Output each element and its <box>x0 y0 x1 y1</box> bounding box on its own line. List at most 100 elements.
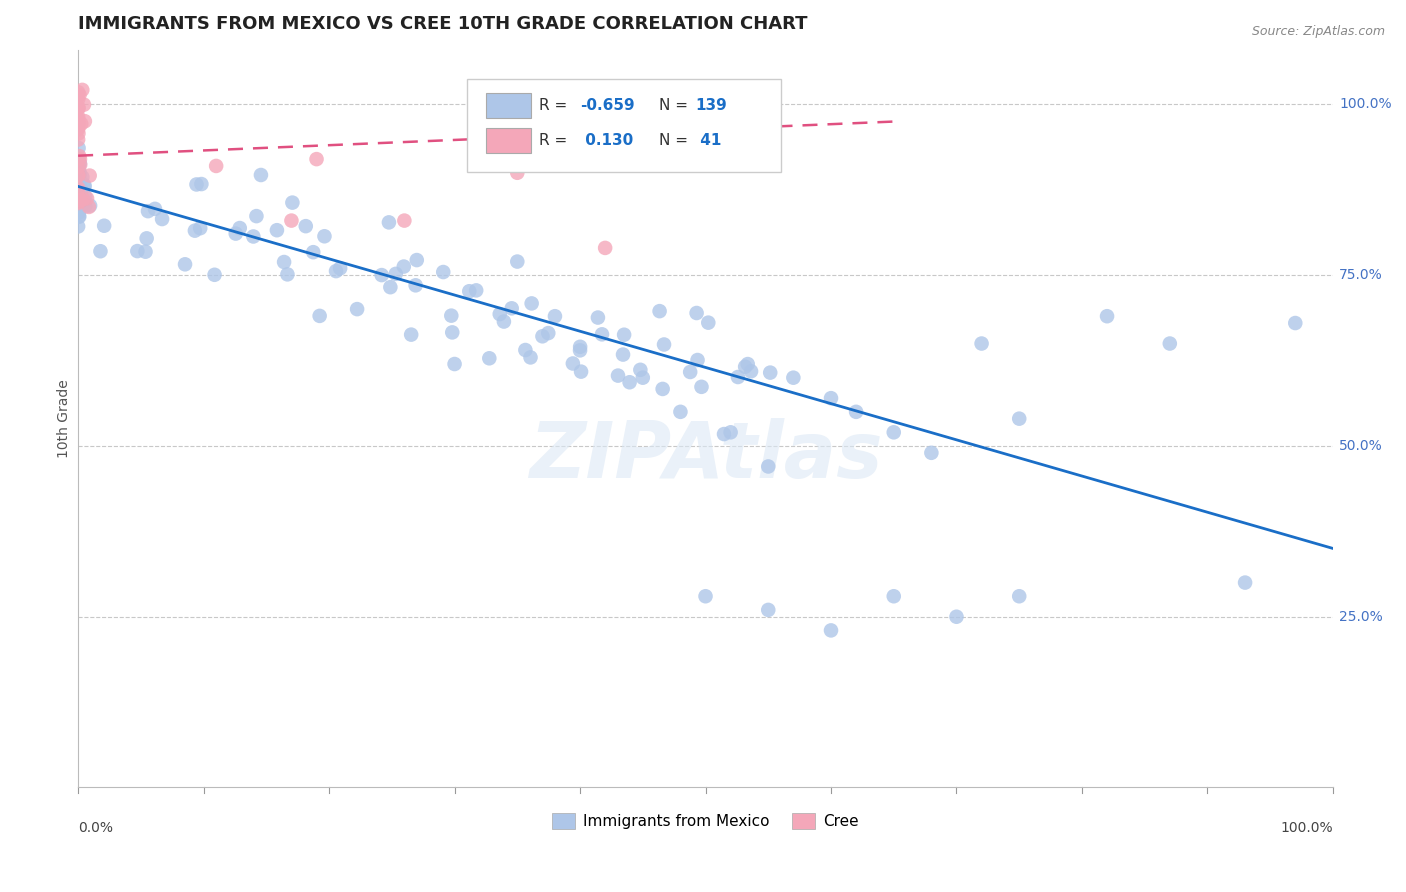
Point <box>67 169 90 184</box>
Point <box>67 171 90 186</box>
Point <box>276 268 298 282</box>
Point <box>405 278 427 293</box>
Point <box>820 391 842 405</box>
Y-axis label: 10th Grade: 10th Grade <box>58 379 72 458</box>
Point <box>266 223 288 237</box>
Text: N =: N = <box>659 97 693 112</box>
Point <box>544 309 567 323</box>
Point <box>67 110 90 124</box>
Text: 139: 139 <box>696 97 727 112</box>
Point <box>67 169 90 183</box>
Point <box>67 149 90 163</box>
Point <box>697 316 720 330</box>
Point <box>75 190 97 204</box>
Point <box>67 167 90 181</box>
Point <box>67 210 90 224</box>
Point <box>782 370 804 384</box>
Point <box>651 382 673 396</box>
Point <box>690 380 713 394</box>
Point <box>465 284 488 298</box>
Point <box>607 368 630 383</box>
Point <box>519 351 541 365</box>
Point <box>67 116 90 130</box>
Point <box>76 191 98 205</box>
Point <box>883 589 905 603</box>
Text: 0.0%: 0.0% <box>79 821 112 835</box>
Point <box>69 199 91 213</box>
Point <box>67 101 90 115</box>
Text: Source: ZipAtlas.com: Source: ZipAtlas.com <box>1251 25 1385 38</box>
Point <box>394 213 416 227</box>
Point <box>370 268 392 282</box>
Text: 75.0%: 75.0% <box>1339 268 1384 282</box>
Point <box>734 359 756 374</box>
Point <box>67 132 90 146</box>
Point <box>569 340 592 354</box>
Point <box>531 329 554 343</box>
Point <box>759 366 782 380</box>
Text: IMMIGRANTS FROM MEXICO VS CREE 10TH GRADE CORRELATION CHART: IMMIGRANTS FROM MEXICO VS CREE 10TH GRAD… <box>79 15 807 33</box>
Point <box>478 351 501 366</box>
Point <box>820 624 842 638</box>
Point <box>737 357 759 371</box>
Point <box>72 170 94 185</box>
Point <box>740 364 762 378</box>
Point <box>225 227 247 241</box>
Point <box>67 160 90 174</box>
Text: -0.659: -0.659 <box>581 97 634 112</box>
Point <box>67 158 90 172</box>
Point <box>346 302 368 317</box>
Point <box>72 192 94 206</box>
Point <box>135 231 157 245</box>
Point <box>67 180 90 194</box>
Point <box>432 265 454 279</box>
Point <box>69 193 91 207</box>
Point <box>501 301 523 316</box>
Point <box>314 229 336 244</box>
Point <box>613 327 636 342</box>
Legend: Immigrants from Mexico, Cree: Immigrants from Mexico, Cree <box>547 807 865 835</box>
Point <box>720 118 742 132</box>
Point <box>67 175 90 189</box>
Point <box>73 114 96 128</box>
Point <box>67 112 90 127</box>
Point <box>67 166 90 180</box>
Point <box>190 177 212 191</box>
Point <box>392 260 415 274</box>
Point <box>250 168 273 182</box>
Point <box>67 181 90 195</box>
Point <box>1159 336 1181 351</box>
Point <box>561 356 583 370</box>
Point <box>506 254 529 268</box>
Point <box>845 405 868 419</box>
Point <box>669 405 692 419</box>
Point <box>1284 316 1306 330</box>
Point <box>67 187 90 202</box>
Text: N =: N = <box>659 133 693 148</box>
Point <box>652 337 675 351</box>
Point <box>136 204 159 219</box>
Point <box>188 221 211 235</box>
Point <box>280 213 302 227</box>
Point <box>628 363 651 377</box>
Point <box>1234 575 1257 590</box>
Point <box>67 196 90 211</box>
Point <box>569 365 592 379</box>
Point <box>67 182 90 196</box>
Point <box>67 202 90 217</box>
Point <box>67 92 90 106</box>
Point <box>67 168 90 182</box>
Point <box>127 244 149 258</box>
Point <box>686 353 709 368</box>
Point <box>69 158 91 172</box>
Point <box>302 245 325 260</box>
Point <box>67 159 90 173</box>
Point <box>520 296 543 310</box>
Point <box>69 178 91 193</box>
Point <box>204 268 226 282</box>
Point <box>73 97 96 112</box>
Point <box>69 181 91 195</box>
Point <box>440 309 463 323</box>
Point <box>93 219 115 233</box>
Point <box>67 178 90 192</box>
